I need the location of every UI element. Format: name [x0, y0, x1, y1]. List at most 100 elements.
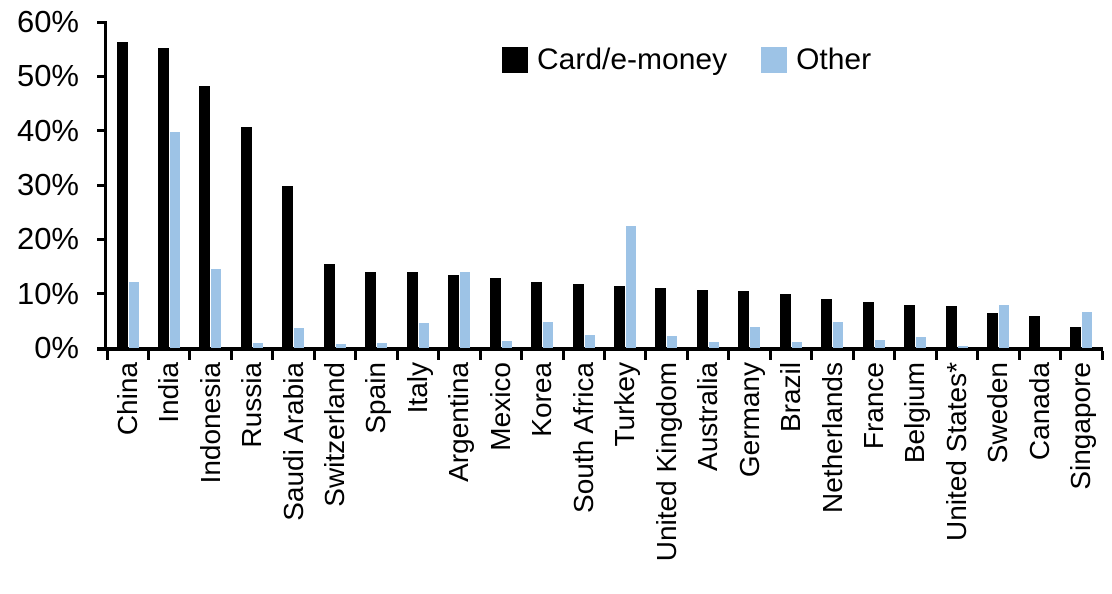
x-axis-category-label-argentina: Argentina [443, 362, 475, 482]
bar-other-south-africa [584, 334, 595, 348]
bar-other-germany [750, 326, 761, 348]
x-axis-tick [727, 351, 731, 360]
x-axis-tick [1100, 351, 1104, 360]
x-axis-tick [354, 351, 358, 360]
bar-card-e-money-saudi-arabia [282, 186, 294, 348]
x-axis-category-label-switzerland: Switzerland [319, 362, 351, 507]
bar-other-spain [377, 343, 388, 348]
bar-card-e-money-korea [531, 281, 543, 348]
x-axis-tick [685, 351, 689, 360]
y-axis-tick-label: 40% [16, 112, 79, 148]
bar-other-mexico [501, 340, 512, 348]
x-axis-category-label-saudi-arabia: Saudi Arabia [277, 362, 309, 521]
bar-card-e-money-indonesia [199, 86, 211, 348]
x-axis-line [97, 347, 1103, 351]
y-axis-tick-label: 10% [16, 275, 79, 311]
y-axis-tick-label: 30% [16, 167, 79, 202]
x-axis-category-label-mexico: Mexico [484, 362, 516, 451]
x-axis-tick [229, 351, 233, 360]
x-axis-category-label-spain: Spain [360, 362, 392, 434]
legend-item-other: Other [761, 45, 871, 75]
bar-other-brazil [791, 342, 802, 348]
x-axis-category-label-russia: Russia [236, 362, 268, 448]
x-axis-category-label-china: China [111, 362, 143, 436]
bar-card-e-money-china [116, 41, 128, 348]
x-axis-category-label-sweden: Sweden [982, 362, 1014, 464]
x-axis-category-label-united-kingdom: United Kingdom [650, 362, 682, 562]
bar-other-argentina [460, 272, 471, 348]
bar-card-e-money-france [862, 301, 874, 348]
y-axis-tick [97, 183, 107, 187]
x-axis-tick [1017, 351, 1021, 360]
x-axis-category-label-singapore: Singapore [1065, 362, 1097, 490]
bar-card-e-money-switzerland [323, 263, 335, 348]
x-axis-tick [768, 351, 772, 360]
x-axis-category-label-south-africa: South Africa [567, 362, 599, 513]
bar-other-italy [418, 323, 429, 348]
x-axis-tick [644, 351, 648, 360]
y-axis-tick-label: 20% [16, 221, 79, 257]
bar-card-e-money-india [157, 48, 169, 348]
bar-other-switzerland [335, 344, 346, 348]
bar-card-e-money-australia [696, 289, 708, 348]
x-axis-tick [188, 351, 192, 360]
x-axis-tick [105, 351, 109, 360]
bar-card-e-money-italy [406, 271, 418, 348]
legend-swatch-card-e-money [502, 47, 528, 73]
legend-item-card-e-money: Card/e-money [502, 45, 727, 75]
x-axis-tick [146, 351, 150, 360]
bar-other-united-kingdom [667, 335, 678, 348]
bar-other-belgium [916, 337, 927, 348]
y-axis-tick [97, 129, 107, 133]
bar-card-e-money-spain [365, 271, 377, 348]
bar-other-sweden [999, 304, 1010, 348]
bar-card-e-money-canada [1028, 316, 1040, 348]
bar-other-united-states [957, 346, 968, 348]
bar-card-e-money-united-states [945, 306, 957, 348]
bar-other-turkey [626, 225, 636, 348]
bar-other-indonesia [211, 268, 222, 348]
bar-other-singapore [1082, 312, 1093, 348]
bar-card-e-money-argentina [448, 275, 460, 348]
bar-card-e-money-brazil [779, 294, 791, 348]
x-axis-category-label-united-states: United States* [940, 362, 972, 541]
x-axis-category-label-indonesia: Indonesia [194, 362, 226, 484]
bar-other-netherlands [833, 321, 844, 348]
x-axis-tick [520, 351, 524, 360]
x-axis-tick [810, 351, 814, 360]
x-axis-tick [478, 351, 482, 360]
bar-other-china [128, 281, 139, 348]
chart-legend: Card/e-money Other [502, 45, 871, 75]
x-axis-tick [934, 351, 938, 360]
bar-card-e-money-mexico [489, 278, 501, 348]
bar-other-australia [708, 342, 719, 348]
y-axis-tick [97, 20, 107, 24]
y-axis-tick [97, 237, 107, 241]
x-axis-category-label-turkey: Turkey [609, 362, 641, 447]
x-axis-category-label-france: France [857, 362, 889, 450]
x-axis-category-label-germany: Germany [733, 362, 765, 478]
legend-swatch-other [761, 47, 788, 73]
bar-card-e-money-germany [738, 290, 750, 348]
legend-label-other: Other [796, 43, 872, 76]
x-axis-tick [561, 351, 565, 360]
legend-label-card-e-money: Card/e-money [537, 43, 728, 76]
x-axis-tick [312, 351, 316, 360]
bar-card-e-money-russia [240, 127, 252, 348]
x-axis-category-label-korea: Korea [526, 362, 558, 437]
bar-card-e-money-singapore [1070, 326, 1082, 348]
y-axis-tick-label: 0% [34, 330, 79, 365]
x-axis-category-label-canada: Canada [1023, 362, 1055, 461]
x-axis-tick [976, 351, 980, 360]
bar-other-saudi-arabia [294, 327, 305, 348]
y-axis-tick [97, 292, 107, 296]
x-axis-tick [603, 351, 606, 360]
x-axis-category-label-india: India [153, 362, 185, 423]
x-axis-tick [851, 351, 855, 360]
x-axis-category-label-netherlands: Netherlands [816, 362, 848, 513]
x-axis-tick [893, 351, 897, 360]
bar-card-e-money-united-kingdom [655, 288, 667, 348]
bar-other-russia [252, 343, 263, 348]
bar-card-e-money-turkey [614, 285, 625, 348]
